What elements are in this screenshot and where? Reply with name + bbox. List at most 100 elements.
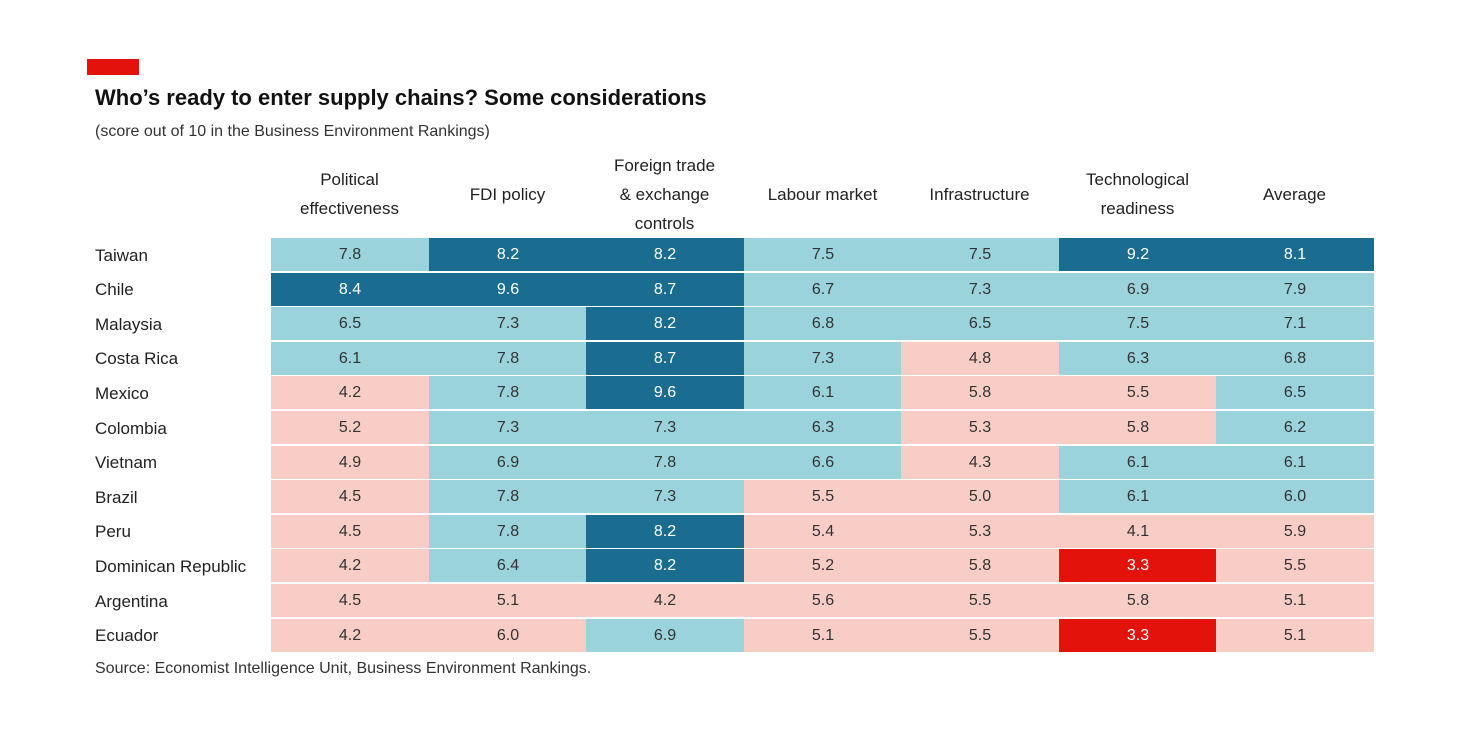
heatmap-cell: 5.3 [901,514,1059,548]
column-header: Political effectiveness [300,170,399,218]
heatmap-cell: 6.5 [901,307,1059,341]
heatmap-cell: 5.1 [744,618,902,652]
row-label: Vietnam [95,453,158,473]
source-note: Source: Economist Intelligence Unit, Bus… [95,660,592,677]
row-label: Argentina [95,591,168,611]
heatmap-cell: 7.8 [586,445,744,479]
heatmap-cell: 5.8 [901,549,1059,583]
heatmap-cell: 4.5 [271,480,429,514]
heatmap-cell: 5.9 [1216,514,1374,548]
heatmap-cell: 7.5 [1059,307,1217,341]
heatmap-cell: 7.9 [1216,272,1374,306]
heatmap-cell: 6.1 [744,376,902,410]
heatmap-cell: 6.8 [1216,341,1374,375]
heatmap-cell: 6.2 [1216,411,1374,444]
heatmap-cell: 6.1 [1216,445,1374,479]
heatmap-cell: 7.3 [429,307,587,341]
heatmap-cell: 7.5 [744,238,902,271]
heatmap-cell: 6.1 [1059,480,1217,514]
heatmap-cell: 8.7 [586,341,744,375]
heatmap-cell: 8.2 [586,514,744,548]
chart-subtitle: (score out of 10 in the Business Environ… [95,123,490,140]
heatmap-cell: 5.2 [744,549,902,583]
heatmap-cell: 4.2 [271,376,429,410]
heatmap-cell: 7.5 [901,238,1059,271]
heatmap-cell: 5.5 [1059,376,1217,410]
heatmap-cell: 9.2 [1059,238,1217,271]
heatmap-cell: 6.4 [429,549,587,583]
heatmap-cell: 6.3 [1059,341,1217,375]
row-label: Taiwan [95,245,148,265]
heatmap-cell: 7.3 [586,480,744,514]
column-header: FDI policy [469,184,546,204]
column-header: Technological readiness [1085,170,1189,218]
heatmap-cell: 5.6 [744,584,902,617]
heatmap-cell: 6.5 [1216,376,1374,410]
heatmap-cell: 5.8 [1059,411,1217,444]
row-label: Costa Rica [95,349,179,369]
heatmap-cell: 8.1 [1216,238,1374,271]
heatmap-cell: 5.1 [429,584,587,617]
heatmap-cell: 6.9 [1059,272,1217,306]
column-header: Average [1262,184,1326,204]
brand-red-tag [87,59,139,75]
chart-title: Who’s ready to enter supply chains? Some… [95,85,707,110]
heatmap-cell: 6.3 [744,411,902,444]
heatmap-cell: 8.2 [586,549,744,583]
heatmap-cell: 5.5 [744,480,902,514]
heatmap-cell: 8.4 [271,272,429,306]
heatmap-cell: 4.2 [271,618,429,652]
heatmap-cell: 5.8 [1059,584,1217,617]
heatmap-cell: 4.5 [271,584,429,617]
heatmap-cell: 6.6 [744,445,902,479]
heatmap-cell: 7.3 [901,272,1059,306]
row-label: Peru [95,522,131,542]
heatmap-cell: 3.3 [1059,549,1217,583]
heatmap-cell: 5.5 [901,618,1059,652]
heatmap-cell: 5.0 [901,480,1059,514]
heatmap-cell: 7.1 [1216,307,1374,341]
row-label: Dominican Republic [95,556,247,576]
heatmap-cell: 5.8 [901,376,1059,410]
column-header: Labour market [767,184,878,204]
heatmap-cell: 6.9 [586,618,744,652]
heatmap-cell: 6.1 [271,341,429,375]
heatmap-cell: 7.3 [429,411,587,444]
column-header: Foreign trade & exchange controls [613,155,716,233]
row-label: Colombia [95,418,167,438]
row-label: Mexico [95,383,149,403]
row-label: Chile [95,280,134,300]
heatmap-cell: 6.7 [744,272,902,306]
heatmap-cell: 4.2 [271,549,429,583]
heatmap-cell: 7.8 [429,480,587,514]
heatmap-cell: 8.2 [586,307,744,341]
heatmap-cell: 9.6 [586,376,744,410]
heatmap-cell: 8.2 [586,238,744,271]
heatmap-cell: 6.8 [744,307,902,341]
heatmap-cell: 7.8 [271,238,429,271]
heatmap-cell: 8.7 [586,272,744,306]
heatmap-cell: 4.3 [901,445,1059,479]
heatmap-cell: 4.1 [1059,514,1217,548]
heatmap-cell: 7.8 [429,514,587,548]
heatmap-cell: 9.6 [429,272,587,306]
heatmap-cell: 4.5 [271,514,429,548]
heatmap-cell: 5.1 [1216,584,1374,617]
heatmap-cell: 6.0 [429,618,587,652]
heatmap-cell: 7.3 [744,341,902,375]
column-header: Infrastructure [929,184,1030,204]
heatmap-cell: 6.5 [271,307,429,341]
heatmap-cell: 5.4 [744,514,902,548]
heatmap-cell: 5.5 [901,584,1059,617]
heatmap-cell: 6.0 [1216,480,1374,514]
row-label: Ecuador [95,626,159,646]
heatmap-cell: 4.8 [901,341,1059,375]
heatmap-cell: 6.9 [429,445,587,479]
row-label: Malaysia [95,314,163,334]
heatmap-cell: 8.2 [429,238,587,271]
heatmap-cell: 3.3 [1059,618,1217,652]
heatmap-cell: 5.2 [271,411,429,444]
heatmap-cell: 7.8 [429,376,587,410]
heatmap-cell: 4.2 [586,584,744,617]
